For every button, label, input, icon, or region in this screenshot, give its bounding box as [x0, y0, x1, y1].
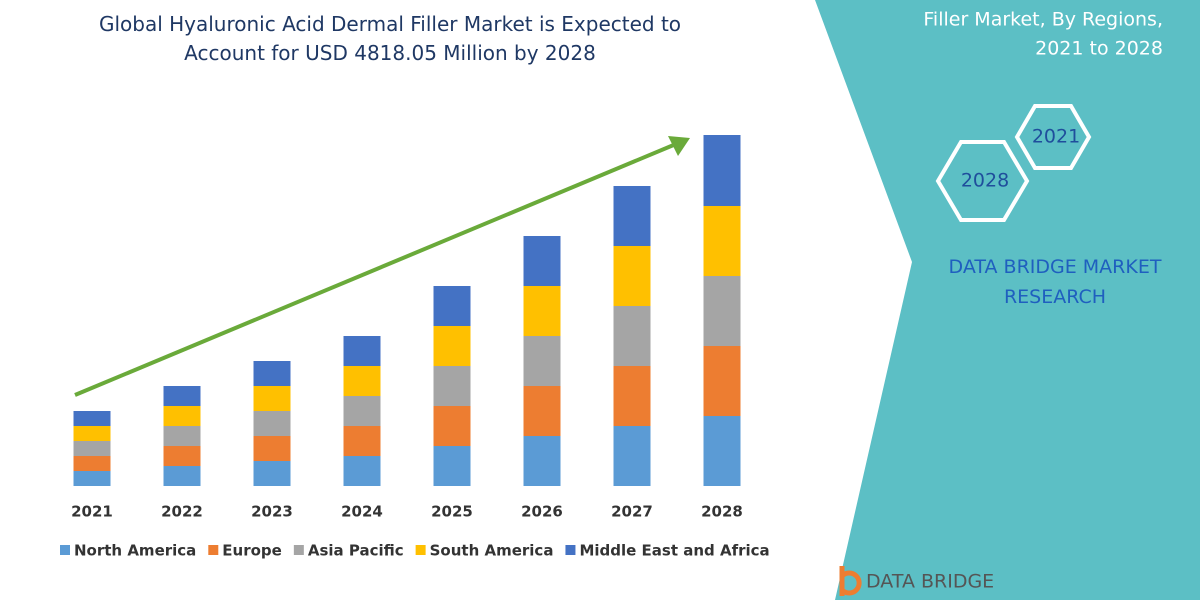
trend-arrow — [74, 142, 677, 397]
bar-segment — [163, 446, 201, 466]
bar-segment — [253, 436, 291, 461]
bar-segment — [163, 406, 201, 426]
bar-segment — [613, 426, 651, 486]
brand-box: DATA BRIDGE MARKET RESEARCH — [948, 256, 1162, 308]
legend-label: Asia Pacific — [308, 542, 404, 560]
bar-segment — [703, 135, 741, 206]
bar-segment — [73, 456, 111, 471]
x-tick-label: 2023 — [251, 503, 293, 521]
bar-segment — [163, 466, 201, 486]
logo: DATA BRIDGE — [866, 571, 994, 593]
x-tick-label: 2025 — [431, 503, 473, 521]
bar-segment — [703, 346, 741, 416]
bar-segment — [523, 436, 561, 486]
bar-segment — [73, 411, 111, 426]
brand: DATA BRIDGE MARKET RESEARCH — [948, 256, 1162, 308]
bar-segment — [613, 246, 651, 306]
bar-segment — [73, 471, 111, 486]
bar-segment — [73, 426, 111, 441]
hexagon-label: 2028 — [961, 170, 1009, 192]
bar-segment — [703, 276, 741, 346]
x-tick-label: 2028 — [701, 503, 743, 521]
bar-segment — [253, 461, 291, 486]
x-tick-label: 2022 — [161, 503, 203, 521]
legend-swatch — [208, 545, 219, 555]
bar-segment — [433, 286, 471, 326]
bar-segment — [433, 366, 471, 406]
bar-segment — [343, 456, 381, 486]
bar-segment — [523, 286, 561, 336]
panel-heading: Filler Market, By Regions, — [923, 9, 1163, 31]
bar-segment — [253, 361, 291, 386]
bar-segment — [703, 416, 741, 486]
bar-segment — [523, 236, 561, 286]
bar-segment — [73, 441, 111, 456]
legend-swatch — [415, 545, 426, 555]
bar-segment — [433, 326, 471, 366]
bar-segment — [523, 386, 561, 436]
bar-segment — [163, 426, 201, 446]
logo-mark — [839, 566, 862, 596]
x-tick-label: 2027 — [611, 503, 653, 521]
legend-swatch — [60, 545, 70, 555]
bar-segment — [253, 386, 291, 411]
x-tick-label: 2021 — [71, 503, 113, 521]
trend-arrow-head — [668, 136, 690, 156]
panel-heading: 2021 to 2028 — [1035, 38, 1163, 60]
bar-segment — [523, 336, 561, 386]
side-panel — [815, 0, 1200, 600]
hexagon — [1014, 104, 1092, 170]
chart-title: Global Hyaluronic Acid Dermal Filler Mar… — [98, 12, 682, 65]
x-tick-label: 2026 — [521, 503, 563, 521]
hexagon-label: 2021 — [1032, 126, 1080, 148]
bar-segment — [613, 186, 651, 246]
legend-label: North America — [74, 542, 196, 560]
legend-label: Middle East and Africa — [579, 542, 769, 560]
legend-swatch — [565, 545, 576, 555]
x-tick-label: 2024 — [341, 503, 383, 521]
bar-segment — [253, 411, 291, 436]
bar-segment — [433, 406, 471, 446]
legend-swatch — [293, 545, 304, 555]
bar-segment — [343, 336, 381, 366]
bar-segment — [433, 446, 471, 486]
hexagon — [935, 140, 1030, 222]
bar-segment — [343, 426, 381, 456]
legend-label: South America — [430, 542, 554, 560]
bar-segment — [703, 206, 741, 276]
bar-segment — [613, 306, 651, 366]
bar-segment — [343, 396, 381, 426]
legend-label: Europe — [222, 542, 282, 560]
bar-segment — [163, 386, 201, 406]
bar-segment — [343, 366, 381, 396]
bar-segment — [613, 366, 651, 426]
